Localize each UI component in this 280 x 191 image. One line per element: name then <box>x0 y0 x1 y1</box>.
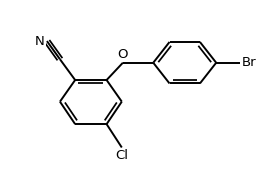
Text: O: O <box>118 48 128 61</box>
Text: Br: Br <box>242 56 257 69</box>
Text: Cl: Cl <box>115 149 128 162</box>
Text: N: N <box>35 35 45 48</box>
